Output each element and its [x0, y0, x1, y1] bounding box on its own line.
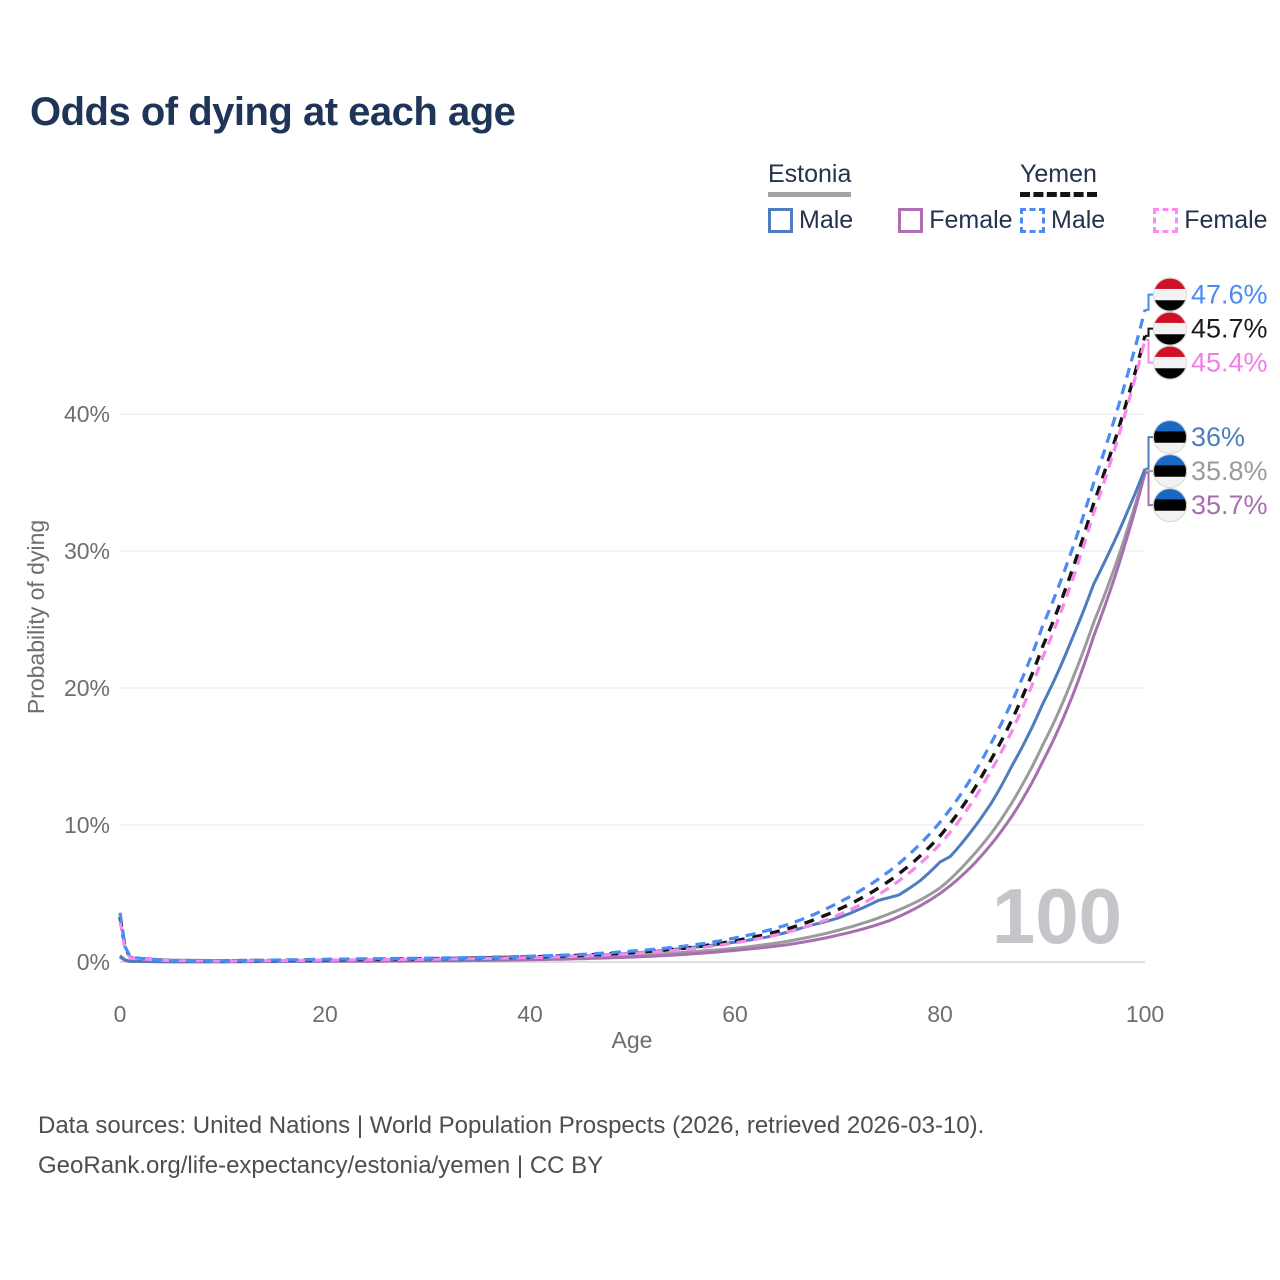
x-tick-100: 100: [1126, 1001, 1164, 1027]
legend-label-yemen-female[interactable]: Female: [1184, 206, 1268, 234]
legend-label-yemen-male[interactable]: Male: [1051, 206, 1106, 234]
data-sources-line: Data sources: United Nations | World Pop…: [38, 1112, 985, 1139]
legend-checkbox-estonia-female[interactable]: [898, 208, 924, 233]
end-value-estonia-all: 35.8%: [1191, 456, 1268, 486]
y-tick-30: 30%: [64, 538, 110, 564]
estonia-flag-icon: [1153, 420, 1187, 455]
x-tick-0: 0: [114, 1001, 127, 1027]
yemen-flag-icon: [1153, 277, 1187, 312]
y-tick-40: 40%: [64, 401, 110, 427]
yemen-flag-icon: [1153, 345, 1187, 380]
legend-row-yemen: Male Female: [1020, 206, 1268, 235]
attribution-line: GeoRank.org/life-expectancy/estonia/yeme…: [38, 1152, 604, 1179]
legend-checkbox-estonia-male[interactable]: [768, 208, 793, 233]
legend-group-estonia: Estonia Male Female: [768, 160, 1013, 235]
legend-country-estonia: Estonia: [768, 160, 852, 197]
y-tick-10: 10%: [64, 812, 110, 838]
yemen-flag-icon: [1153, 311, 1187, 346]
y-tick-0: 0%: [77, 949, 110, 975]
label-connector-estonia-female: [1145, 471, 1153, 507]
legend-row-estonia: Male Female: [768, 206, 1013, 235]
legend-label-estonia-male[interactable]: Male: [799, 206, 854, 234]
end-value-yemen-female: 45.4%: [1191, 348, 1268, 378]
estonia-flag-icon: [1153, 488, 1187, 523]
x-tick-60: 60: [722, 1001, 748, 1027]
legend-country-yemen: Yemen: [1020, 160, 1097, 197]
mortality-line-chart: 100 Probability of dying Age 0% 10% 20% 30%…: [23, 277, 1268, 1053]
footer: Data sources: United Nations | World Pop…: [38, 1106, 984, 1186]
x-tick-80: 80: [927, 1001, 953, 1027]
estonia-flag-icon: [1153, 454, 1187, 489]
legend-checkbox-yemen-male[interactable]: [1020, 208, 1045, 233]
page-title: Odds of dying at each age: [30, 90, 516, 134]
series-line-yemen-all[interactable]: [118, 335, 1147, 963]
series-line-yemen-male[interactable]: [118, 309, 1147, 963]
label-connector-yemen-female: [1145, 339, 1153, 364]
x-tick-40: 40: [517, 1001, 543, 1027]
end-value-estonia-female: 35.7%: [1191, 490, 1268, 520]
series-line-yemen-female[interactable]: [118, 339, 1147, 963]
age-counter-watermark: 100: [992, 872, 1122, 960]
end-value-yemen-all: 45.7%: [1191, 314, 1268, 344]
end-value-yemen-male: 47.6%: [1191, 280, 1268, 310]
label-connector-estonia-male: [1145, 436, 1153, 470]
legend-group-yemen: Yemen Male Female: [1020, 160, 1268, 235]
end-value-estonia-male: 36%: [1191, 422, 1245, 452]
y-tick-20: 20%: [64, 675, 110, 701]
y-axis-title: Probability of dying: [23, 520, 49, 714]
x-tick-20: 20: [312, 1001, 338, 1027]
legend: Estonia Male Female Yemen Male Female: [0, 160, 1280, 240]
label-connector-yemen-all: [1145, 327, 1153, 337]
x-axis-title: Age: [612, 1027, 653, 1053]
legend-label-estonia-female[interactable]: Female: [929, 206, 1013, 234]
legend-checkbox-yemen-female[interactable]: [1153, 208, 1179, 233]
label-connector-yemen-male: [1145, 293, 1153, 311]
